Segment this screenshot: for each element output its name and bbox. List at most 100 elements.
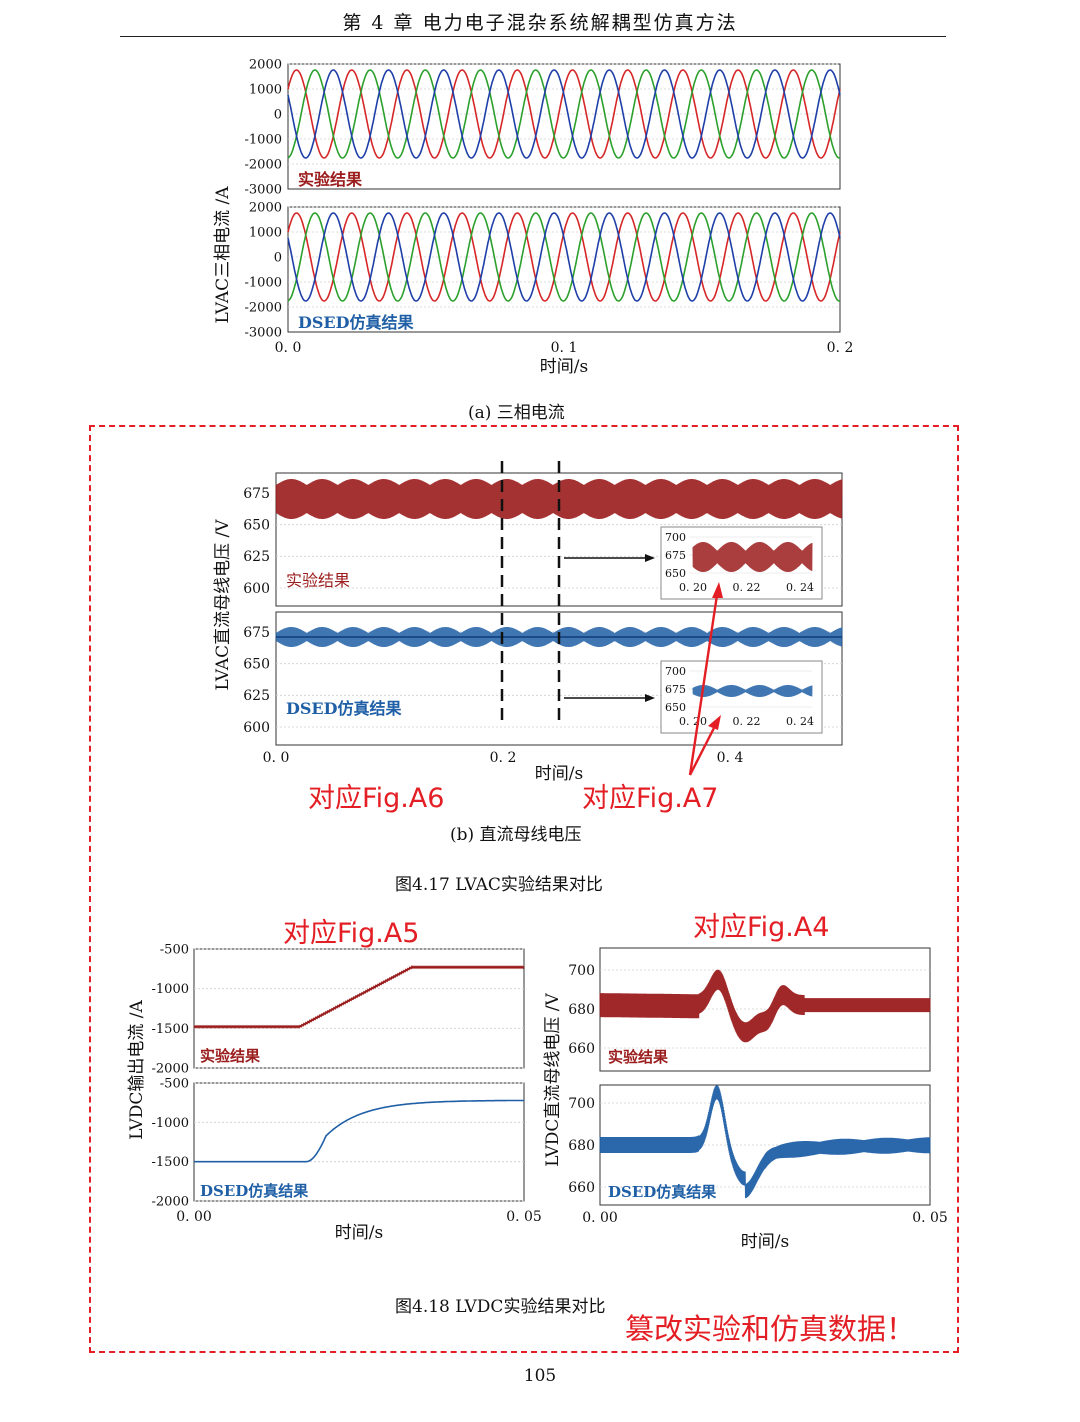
- y-tick-label: 700: [568, 1096, 595, 1112]
- highlight-dashed-box: [89, 425, 959, 1353]
- fig-c-ylabel: LVDC输出电流 /A: [127, 999, 147, 1139]
- figure-b-dc-bus-voltage: LVAC直流母线电压 /V 675 650 625 600 实验结果 675 650 62…: [213, 461, 843, 784]
- x-tick-label: 0. 00: [176, 1209, 212, 1225]
- annotation-fig-a7: 对应Fig.A7: [582, 783, 719, 814]
- x-tick-label: 0. 00: [582, 1210, 618, 1226]
- annotation-fig-a6: 对应Fig.A6: [308, 783, 445, 814]
- fig-d-xlabel: 时间/s: [741, 1232, 789, 1252]
- y-tick-label: -1000: [245, 276, 282, 291]
- y-tick-label: 675: [243, 625, 270, 641]
- x-tick-label: 0. 4: [717, 750, 744, 766]
- fig-d-bottom-panel: 700 680 660 DSED仿真结果: [568, 1084, 931, 1206]
- annotation-fig-a5: 对应Fig.A5: [283, 918, 420, 949]
- y-tick-label: 2000: [249, 201, 282, 216]
- y-tick-label: 680: [568, 1002, 595, 1018]
- x-tick-label: 0. 05: [506, 1209, 542, 1225]
- y-tick-label: 1000: [249, 83, 282, 98]
- fig-c-top-label: 实验结果: [200, 1047, 261, 1065]
- fig-a-caption: (a) 三相电流: [468, 403, 565, 423]
- inset-x-tick-label: 0. 20: [679, 581, 707, 594]
- x-tick-label: 0. 2: [490, 750, 517, 766]
- phase-c-curve: [287, 212, 841, 302]
- y-tick-label: -500: [160, 943, 189, 958]
- y-tick-label: -1500: [152, 1155, 189, 1170]
- y-tick-label: -3000: [245, 326, 282, 341]
- fig-a-ylabel: LVAC三相电流 /A: [213, 186, 233, 324]
- annotation-fig-a4: 对应Fig.A4: [693, 912, 830, 943]
- experiment-dc-voltage-band: [599, 969, 931, 1043]
- inset-arrow-top: [564, 554, 655, 562]
- simulation-dc-voltage-band: [599, 1085, 931, 1199]
- fig-4-17-caption: 图4.17 LVAC实验结果对比: [395, 875, 603, 895]
- y-tick-label: -500: [160, 1077, 189, 1092]
- fig-c-xlabel: 时间/s: [335, 1223, 383, 1243]
- header-rule: [120, 36, 946, 37]
- phase-a-curve: [287, 212, 841, 302]
- fig-b-xlabel: 时间/s: [535, 764, 583, 784]
- figure-d-lvdc-dc-bus-voltage: LVDC直流母线电压 /V 700 680 660 实验结果 700 680 660 D…: [543, 947, 948, 1252]
- y-tick-label: -3000: [245, 183, 282, 198]
- fig-a-bottom-label: DSED仿真结果: [298, 313, 414, 332]
- y-tick-label: -2000: [152, 1195, 189, 1210]
- y-tick-label: 700: [568, 963, 595, 979]
- y-tick-label: 660: [568, 1180, 595, 1196]
- y-tick-label: 650: [243, 518, 270, 534]
- simulation-current-curve: [194, 1099, 524, 1163]
- figure-c-lvdc-output-current: LVDC输出电流 /A -500 -1000 -1500 -2000 实验结果 -50…: [127, 943, 542, 1243]
- annotation-arrows-a7: [688, 582, 723, 776]
- inset-arrow-bottom: [564, 694, 655, 702]
- fig-a-top-panel: 2000 1000 0 -1000 -2000 -3000 实验结果: [245, 58, 841, 198]
- inset-y-tick-label: 650: [665, 701, 686, 714]
- y-tick-label: 625: [243, 549, 270, 565]
- inset-y-tick-label: 700: [665, 531, 686, 544]
- inset-x-tick-label: 0. 24: [786, 715, 814, 728]
- x-tick-label: 0. 2: [827, 340, 854, 356]
- phase-b-curve: [287, 69, 841, 159]
- y-tick-label: -2000: [245, 301, 282, 316]
- x-tick-label: 0. 0: [263, 750, 290, 766]
- inset-y-tick-label: 700: [665, 665, 686, 678]
- inset-y-tick-label: 675: [665, 683, 686, 696]
- fig-a-xlabel: 时间/s: [540, 357, 588, 377]
- fig-b-bottom-label: DSED仿真结果: [286, 699, 402, 718]
- y-tick-label: -1000: [245, 133, 282, 148]
- figure-a-three-phase-current: LVAC三相电流 /A 2000 1000 0 -1000 -2000 -3000 实验结…: [213, 58, 854, 377]
- fig-a-top-label: 实验结果: [298, 170, 362, 189]
- inset-x-tick-label: 0. 24: [786, 581, 814, 594]
- phase-a-curve: [287, 69, 841, 159]
- inset-x-tick-label: 0. 22: [733, 581, 761, 594]
- y-tick-label: -1000: [152, 1116, 189, 1131]
- x-tick-label: 0. 05: [912, 1210, 948, 1226]
- fig-b-caption: (b) 直流母线电压: [450, 825, 582, 845]
- y-tick-label: 0: [274, 108, 282, 123]
- fig-d-bottom-label: DSED仿真结果: [608, 1183, 717, 1201]
- simulation-voltage-band: [275, 626, 843, 648]
- experiment-current-curve: [193, 965, 525, 1029]
- fig-4-18-caption: 图4.18 LVDC实验结果对比: [395, 1297, 606, 1317]
- inset-simulation-band: [692, 684, 813, 698]
- fig-c-top-panel: -500 -1000 -1500 -2000 实验结果: [152, 943, 525, 1077]
- fig-a-bottom-panel: 2000 1000 0 -1000 -2000 -3000 DSED仿真结果: [245, 201, 841, 341]
- x-tick-label: 0. 1: [551, 340, 578, 356]
- y-tick-label: -2000: [245, 158, 282, 173]
- fig-b-top-label: 实验结果: [286, 571, 350, 590]
- phase-b-curve: [287, 212, 841, 302]
- y-tick-label: 625: [243, 688, 270, 704]
- y-tick-label: 600: [243, 720, 270, 736]
- fig-d-top-panel: 700 680 660 实验结果: [568, 947, 931, 1072]
- fig-c-bottom-panel: -500 -1000 -1500 -2000 DSED仿真结果: [152, 1077, 525, 1210]
- y-tick-label: -1500: [152, 1022, 189, 1037]
- inset-x-tick-label: 0. 22: [733, 715, 761, 728]
- x-tick-label: 0. 0: [275, 340, 302, 356]
- inset-x-tick-label: 0. 20: [679, 715, 707, 728]
- y-tick-label: 660: [568, 1041, 595, 1057]
- y-tick-label: -2000: [152, 1062, 189, 1077]
- chapter-header: 第 4 章 电力电子混杂系统解耦型仿真方法: [342, 12, 738, 34]
- y-tick-label: 650: [243, 657, 270, 673]
- inset-y-tick-label: 675: [665, 549, 686, 562]
- page-number: 105: [523, 1366, 557, 1386]
- y-tick-label: 680: [568, 1138, 595, 1154]
